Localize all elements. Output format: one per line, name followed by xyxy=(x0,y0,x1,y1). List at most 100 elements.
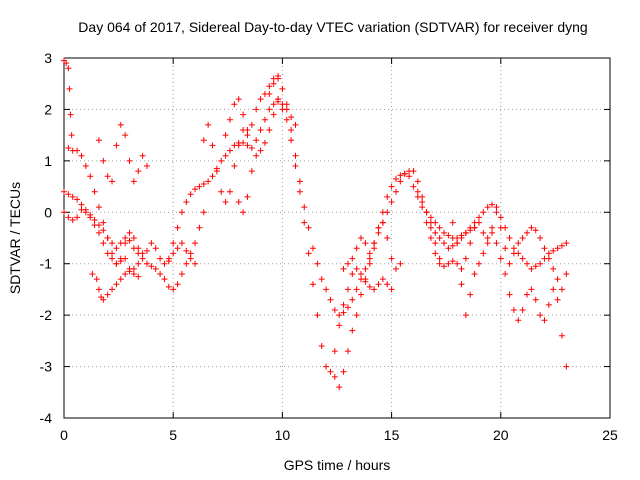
data-point xyxy=(135,260,142,267)
data-point xyxy=(218,188,225,195)
data-point xyxy=(519,235,526,241)
data-point xyxy=(314,312,321,319)
data-point xyxy=(323,286,330,293)
data-point xyxy=(279,85,286,92)
data-point xyxy=(231,101,238,108)
data-point xyxy=(484,240,491,247)
data-point xyxy=(248,145,255,151)
data-point xyxy=(427,214,434,221)
data-point xyxy=(423,209,430,216)
data-point xyxy=(392,175,399,182)
data-point xyxy=(497,214,504,221)
data-point xyxy=(349,255,356,262)
data-point xyxy=(305,224,312,231)
data-point xyxy=(100,296,107,303)
series-arc-16 xyxy=(423,209,570,293)
data-point xyxy=(192,186,199,193)
data-point xyxy=(187,191,194,198)
data-point xyxy=(506,291,513,298)
data-point xyxy=(519,255,526,262)
series-arc-11 xyxy=(266,75,478,319)
data-point xyxy=(100,240,107,247)
data-point xyxy=(462,229,469,236)
data-point xyxy=(349,296,356,303)
data-point xyxy=(139,255,146,262)
data-point xyxy=(122,235,129,241)
data-point xyxy=(353,245,360,252)
data-point xyxy=(95,204,102,211)
data-point xyxy=(253,152,260,159)
data-point xyxy=(187,250,194,257)
data-point xyxy=(235,96,242,103)
data-point xyxy=(130,271,137,277)
data-point xyxy=(353,265,360,272)
data-point xyxy=(157,255,164,262)
data-point xyxy=(226,188,233,195)
data-point xyxy=(157,271,164,277)
data-point xyxy=(445,232,452,239)
data-point xyxy=(449,258,456,265)
data-point xyxy=(358,235,365,241)
data-point xyxy=(240,111,247,118)
data-point xyxy=(244,142,251,149)
data-point xyxy=(427,235,434,241)
data-point xyxy=(419,204,426,211)
data-point xyxy=(340,265,347,272)
data-point xyxy=(100,227,107,234)
data-point xyxy=(143,163,150,169)
data-point xyxy=(261,139,268,146)
data-point xyxy=(139,152,146,159)
x-tick-labels: 0 5 10 15 20 25 xyxy=(60,427,618,443)
data-point xyxy=(331,307,338,313)
data-point xyxy=(528,265,535,272)
data-point xyxy=(554,276,561,283)
data-point xyxy=(253,137,260,144)
data-point xyxy=(462,255,469,262)
data-point xyxy=(388,255,395,262)
series-arc-5 xyxy=(89,260,142,303)
data-point xyxy=(563,240,570,247)
chart-title: Day 064 of 2017, Sidereal Day-to-day VTE… xyxy=(78,19,587,35)
data-point xyxy=(126,268,133,275)
data-point xyxy=(475,260,482,267)
x-tick-label: 20 xyxy=(493,427,509,443)
data-point xyxy=(336,384,343,391)
data-point xyxy=(344,348,351,355)
data-point xyxy=(375,281,382,288)
data-point xyxy=(240,139,247,146)
data-point xyxy=(61,209,67,216)
series-arc-13 xyxy=(331,168,443,391)
data-point xyxy=(327,368,334,375)
data-point xyxy=(397,260,404,267)
data-point xyxy=(248,168,255,175)
data-point xyxy=(174,224,181,231)
data-point xyxy=(471,224,478,231)
data-point xyxy=(183,260,190,267)
data-point xyxy=(462,312,469,319)
data-point xyxy=(288,137,295,144)
data-point xyxy=(226,116,233,123)
data-point xyxy=(292,152,299,159)
data-point xyxy=(82,163,89,169)
data-point xyxy=(427,224,434,231)
data-point xyxy=(183,199,190,205)
data-point xyxy=(375,224,382,231)
data-point xyxy=(296,188,303,195)
data-point xyxy=(441,240,448,247)
data-point xyxy=(331,348,338,355)
data-point xyxy=(558,332,565,339)
data-point xyxy=(563,363,570,370)
data-point xyxy=(170,250,177,257)
data-point xyxy=(506,235,513,241)
data-point xyxy=(436,235,443,241)
data-point xyxy=(467,240,474,247)
data-point xyxy=(161,276,168,283)
data-point xyxy=(480,229,487,236)
data-point xyxy=(519,307,526,313)
data-point xyxy=(270,80,277,87)
data-point xyxy=(537,260,544,267)
data-point xyxy=(480,209,487,216)
data-point xyxy=(270,111,277,118)
data-point xyxy=(458,265,465,272)
